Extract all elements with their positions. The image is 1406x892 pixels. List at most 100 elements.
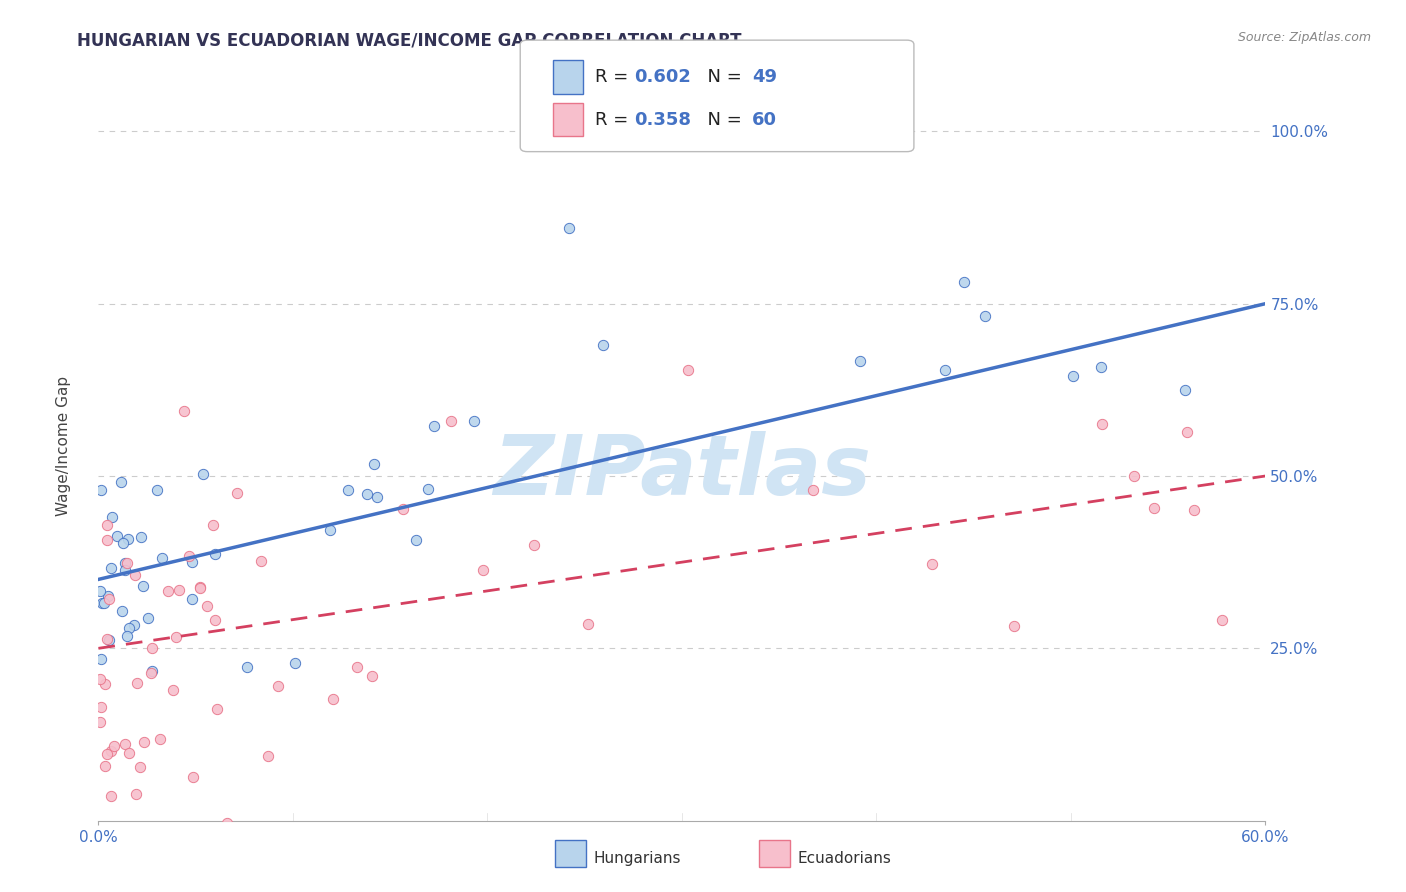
Point: [180, 591, 202, 606]
Text: 49: 49: [752, 68, 778, 86]
Point: [90, 483, 112, 497]
Text: Ecuadorians: Ecuadorians: [797, 851, 891, 865]
Text: 0.358: 0.358: [634, 111, 692, 128]
Point: [100, 561, 122, 575]
Point: [360, 669, 382, 683]
Point: [141, 665, 163, 679]
Point: [132, 735, 155, 749]
Point: [103, 739, 125, 753]
Point: [156, 584, 179, 599]
Point: [346, 660, 368, 674]
Point: [167, 583, 190, 598]
Point: [165, 630, 187, 644]
Point: [225, 486, 247, 500]
Point: [122, 618, 145, 632]
Point: [1175, 425, 1198, 439]
Point: [114, 563, 136, 577]
Point: [356, 487, 378, 501]
Point: [215, 816, 238, 830]
Point: [1091, 417, 1114, 431]
Point: [90, 700, 112, 714]
Point: [118, 621, 141, 635]
Point: [117, 533, 139, 547]
Point: [146, 483, 169, 497]
Point: [117, 629, 139, 643]
Point: [150, 550, 173, 565]
Point: [440, 414, 463, 428]
Text: N =: N =: [696, 111, 748, 128]
Point: [953, 276, 976, 290]
Point: [188, 581, 211, 595]
Point: [131, 530, 153, 544]
Text: Source: ZipAtlas.com: Source: ZipAtlas.com: [1237, 31, 1371, 45]
Point: [127, 676, 149, 690]
Point: [337, 483, 360, 497]
Point: [110, 475, 132, 489]
Point: [90, 652, 112, 666]
Point: [392, 502, 415, 516]
Point: [90, 596, 112, 610]
Point: [1002, 618, 1025, 632]
Point: [201, 517, 224, 532]
Point: [97, 589, 120, 603]
Text: Wage/Income Gap: Wage/Income Gap: [56, 376, 70, 516]
Point: [250, 554, 273, 568]
Point: [523, 538, 546, 552]
Point: [114, 556, 136, 570]
Point: [181, 770, 204, 784]
Point: [1090, 360, 1112, 375]
Point: [180, 555, 202, 569]
Point: [423, 419, 446, 434]
Text: 0.602: 0.602: [634, 68, 690, 86]
Point: [97, 632, 120, 647]
Point: [129, 760, 152, 774]
Point: [105, 529, 128, 543]
Point: [96, 747, 118, 761]
Text: ZIPatlas: ZIPatlas: [494, 432, 870, 512]
Point: [849, 354, 872, 368]
Point: [1123, 468, 1146, 483]
Point: [257, 748, 280, 763]
Point: [114, 737, 136, 751]
Point: [131, 579, 153, 593]
Text: R =: R =: [595, 68, 634, 86]
Point: [1211, 613, 1233, 627]
Point: [921, 557, 943, 571]
Text: Hungarians: Hungarians: [593, 851, 681, 865]
Point: [149, 731, 172, 746]
Text: HUNGARIAN VS ECUADORIAN WAGE/INCOME GAP CORRELATION CHART: HUNGARIAN VS ECUADORIAN WAGE/INCOME GAP …: [77, 31, 742, 49]
Point: [204, 547, 226, 561]
Point: [89, 584, 111, 599]
Point: [463, 414, 485, 428]
Point: [803, 483, 825, 497]
Text: 60: 60: [752, 111, 778, 128]
Point: [191, 467, 214, 482]
Point: [558, 220, 581, 235]
Point: [111, 604, 134, 618]
Point: [89, 714, 111, 729]
Point: [100, 510, 122, 524]
Point: [98, 592, 121, 607]
Point: [236, 660, 259, 674]
Point: [1062, 368, 1084, 383]
Point: [676, 363, 699, 377]
Point: [139, 666, 162, 681]
Point: [96, 632, 118, 646]
Point: [111, 536, 134, 550]
Text: R =: R =: [595, 111, 634, 128]
Point: [471, 563, 494, 577]
Point: [207, 702, 229, 716]
Point: [96, 533, 118, 548]
Point: [162, 682, 184, 697]
Point: [284, 656, 307, 670]
Point: [94, 759, 117, 773]
Point: [93, 596, 115, 610]
Text: N =: N =: [696, 68, 748, 86]
Point: [100, 744, 122, 758]
Point: [125, 787, 148, 801]
Point: [96, 518, 118, 533]
Point: [405, 533, 427, 547]
Point: [1174, 383, 1197, 397]
Point: [195, 599, 218, 614]
Point: [115, 556, 138, 570]
